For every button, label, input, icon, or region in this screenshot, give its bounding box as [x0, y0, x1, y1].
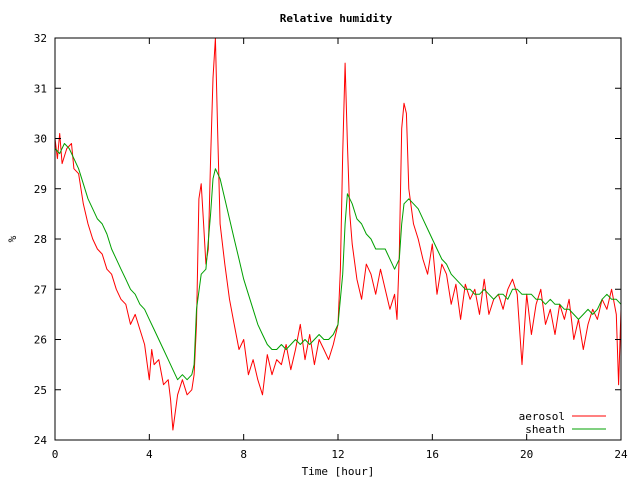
y-tick-label: 24: [34, 434, 48, 447]
series-line-aerosol: [54, 37, 622, 431]
legend-label-sheath: sheath: [525, 423, 565, 436]
y-tick-label: 27: [34, 283, 47, 296]
y-axis-label: %: [6, 235, 19, 242]
x-axis-label: Time [hour]: [302, 465, 375, 478]
axis-ticks: 0 4 8 12 16 20 24 24 25 26 27 28 29 30 31 32: [34, 32, 628, 461]
chart-title: Relative humidity: [280, 12, 393, 25]
x-tick-label: 20: [520, 448, 533, 461]
x-tick-label: 0: [52, 448, 59, 461]
x-tick-label: 8: [240, 448, 247, 461]
y-tick-label: 32: [34, 32, 47, 45]
legend-label-aerosol: aerosol: [519, 410, 565, 423]
x-tick-label: 24: [614, 448, 628, 461]
y-tick-label: 26: [34, 334, 47, 347]
x-tick-label: 4: [146, 448, 153, 461]
y-tick-label: 31: [34, 82, 47, 95]
x-tick-label: 12: [331, 448, 344, 461]
y-tick-label: 28: [34, 233, 47, 246]
x-tick-label: 16: [426, 448, 439, 461]
series-line-sheath: [54, 143, 622, 381]
series-layer: [54, 37, 622, 431]
y-tick-label: 30: [34, 133, 47, 146]
y-tick-label: 25: [34, 384, 47, 397]
y-tick-label: 29: [34, 183, 47, 196]
